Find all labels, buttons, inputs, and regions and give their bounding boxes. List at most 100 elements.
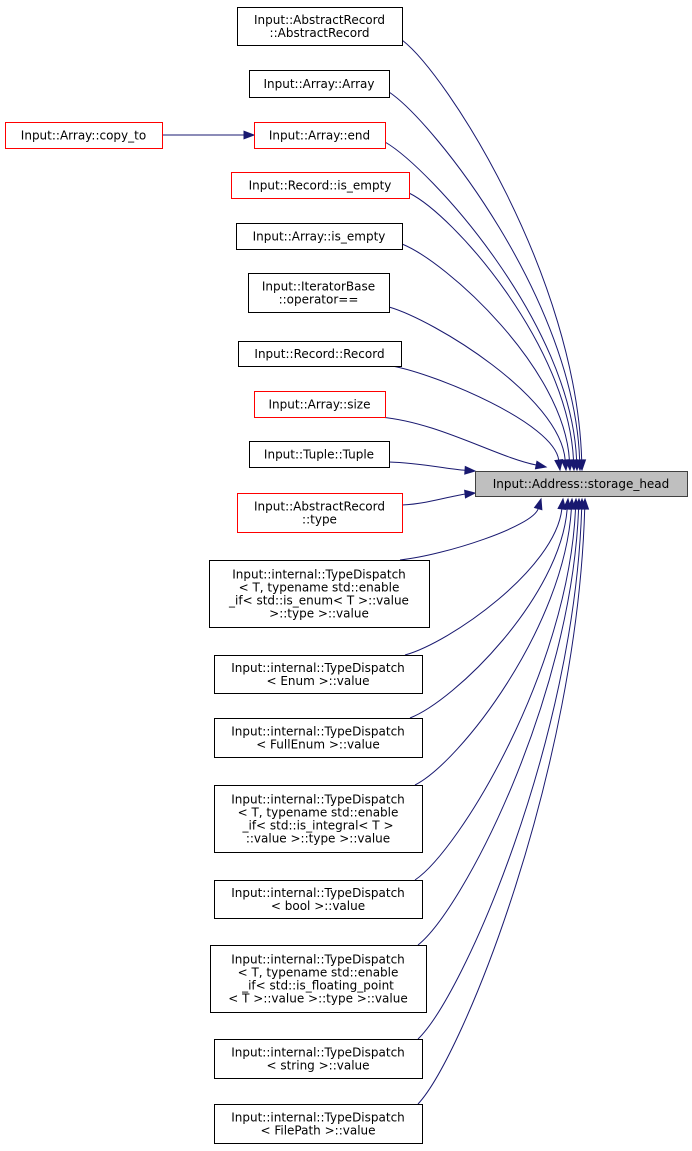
node-box — [249, 441, 390, 468]
node-n15[interactable]: Input::internal::TypeDispatch< T, typena… — [214, 785, 423, 853]
node-box — [214, 1104, 423, 1144]
arrowhead-icon — [554, 459, 564, 472]
node-label-line: < bool >::value — [271, 899, 365, 913]
edge-n11-to-storage_head — [401, 489, 477, 506]
node-box — [475, 471, 688, 497]
node-n8[interactable]: Input::Record::Record — [238, 341, 402, 367]
arrowhead-icon — [560, 459, 570, 472]
node-target-storage-head: Input::Address::storage_head — [475, 471, 688, 497]
node-label-line: _if< std::is_floating_point — [241, 979, 394, 993]
node-label-line: < string >::value — [266, 1059, 369, 1073]
node-n14[interactable]: Input::internal::TypeDispatch< FullEnum … — [214, 718, 423, 758]
node-label-line: Input::Record::is_empty — [249, 179, 392, 193]
edge-n1-to-storage_head — [401, 39, 587, 472]
edge-n15-to-storage_head — [414, 497, 576, 786]
node-box — [214, 718, 423, 758]
node-label-line: Input::internal::TypeDispatch — [231, 661, 405, 675]
node-n17[interactable]: Input::internal::TypeDispatch< T, typena… — [210, 945, 427, 1013]
node-box — [249, 70, 390, 98]
edge-line — [417, 508, 586, 1105]
node-n3[interactable]: Input::Array::copy_to — [5, 122, 163, 149]
node-box — [254, 391, 386, 418]
node-box — [5, 122, 163, 149]
node-box — [214, 880, 423, 919]
edge-line — [401, 493, 466, 506]
node-n7[interactable]: Input::IteratorBase::operator== — [248, 273, 390, 313]
node-box — [236, 223, 403, 250]
node-n9[interactable]: Input::Array::size — [254, 391, 386, 418]
arrowhead-icon — [533, 497, 543, 511]
node-label-line: Input::Array::Array — [263, 77, 374, 91]
edge-line — [399, 508, 539, 561]
node-box — [248, 273, 390, 313]
node-label-line: Input::internal::TypeDispatch — [231, 953, 405, 967]
node-box — [214, 785, 423, 853]
node-box — [210, 945, 427, 1013]
arrowhead-icon — [464, 489, 477, 499]
node-box — [214, 1039, 423, 1079]
node-label-line: Input::Array::size — [269, 398, 371, 412]
node-n10[interactable]: Input::Tuple::Tuple — [249, 441, 390, 468]
arrowhead-icon — [243, 130, 256, 140]
node-label-line: ::AbstractRecord — [270, 26, 370, 40]
edge-n7-to-storage_head — [388, 306, 570, 472]
edge-n8-to-storage_head — [391, 365, 564, 472]
edge-n2-to-storage_head — [388, 91, 585, 472]
node-label-line: < FilePath >::value — [260, 1124, 375, 1138]
edge-n9-to-storage_head — [379, 416, 548, 470]
node-n12[interactable]: Input::internal::TypeDispatch< T, typena… — [209, 560, 430, 628]
node-n13[interactable]: Input::internal::TypeDispatch< Enum >::v… — [214, 655, 423, 694]
edge-line — [409, 508, 568, 719]
node-n5[interactable]: Input::Record::is_empty — [231, 172, 410, 199]
arrowhead-icon — [580, 497, 590, 510]
node-box — [209, 560, 430, 628]
node-label-line: Input::internal::TypeDispatch — [231, 1046, 405, 1060]
node-n4[interactable]: Input::Array::end — [254, 122, 386, 149]
node-label-line: Input::internal::TypeDispatch — [231, 725, 405, 739]
edge-n12-to-storage_head — [399, 497, 543, 561]
edge-n10-to-storage_head — [388, 461, 477, 475]
edge-line — [379, 416, 537, 466]
node-label-line: < T, typename std::enable — [238, 806, 399, 820]
node-label-line: ::operator== — [279, 293, 359, 307]
edge-line — [388, 461, 466, 471]
node-label-line: Input::Address::storage_head — [493, 477, 670, 491]
node-n1[interactable]: Input::AbstractRecord::AbstractRecord — [237, 7, 403, 46]
node-label-line: ::type — [302, 513, 337, 527]
node-label-line: Input::IteratorBase — [262, 280, 375, 294]
node-box — [214, 655, 423, 694]
node-label-line: < T >::value >::type >::value — [228, 992, 407, 1006]
node-box — [237, 493, 403, 533]
node-label-line: ::value >::type >::value — [246, 832, 390, 846]
node-n6[interactable]: Input::Array::is_empty — [236, 223, 403, 250]
arrowhead-icon — [534, 460, 548, 470]
edge-n16-to-storage_head — [414, 497, 581, 881]
node-label-line: Input::internal::TypeDispatch — [232, 568, 406, 582]
node-box — [238, 341, 402, 367]
edge-line — [401, 243, 570, 461]
edge-line — [404, 508, 563, 656]
node-label-line: Input::Record::Record — [254, 347, 384, 361]
node-n19[interactable]: Input::internal::TypeDispatch< FilePath … — [214, 1104, 423, 1144]
node-label-line: Input::AbstractRecord — [254, 500, 385, 514]
node-n11[interactable]: Input::AbstractRecord::type — [237, 493, 403, 533]
node-n2[interactable]: Input::Array::Array — [249, 70, 390, 98]
node-n18[interactable]: Input::internal::TypeDispatch< string >:… — [214, 1039, 423, 1079]
node-label-line: Input::internal::TypeDispatch — [231, 886, 405, 900]
edge-line — [388, 306, 566, 461]
edge-n19-to-storage_head — [417, 497, 590, 1105]
edge-line — [417, 508, 583, 1040]
edge-n18-to-storage_head — [417, 497, 587, 1040]
edge-line — [384, 141, 578, 461]
node-label-line: < T, typename std::enable — [239, 581, 400, 595]
node-label-line: Input::Array::is_empty — [253, 230, 386, 244]
node-label-line: >::type >::value — [269, 607, 369, 621]
node-label-line: Input::internal::TypeDispatch — [231, 1111, 405, 1125]
node-box — [237, 7, 403, 46]
node-n16[interactable]: Input::internal::TypeDispatch< bool >::v… — [214, 880, 423, 919]
arrowhead-icon — [464, 465, 477, 475]
node-label-line: _if< std::is_integral< T > — [241, 819, 393, 833]
edge-n17-to-storage_head — [417, 497, 584, 946]
